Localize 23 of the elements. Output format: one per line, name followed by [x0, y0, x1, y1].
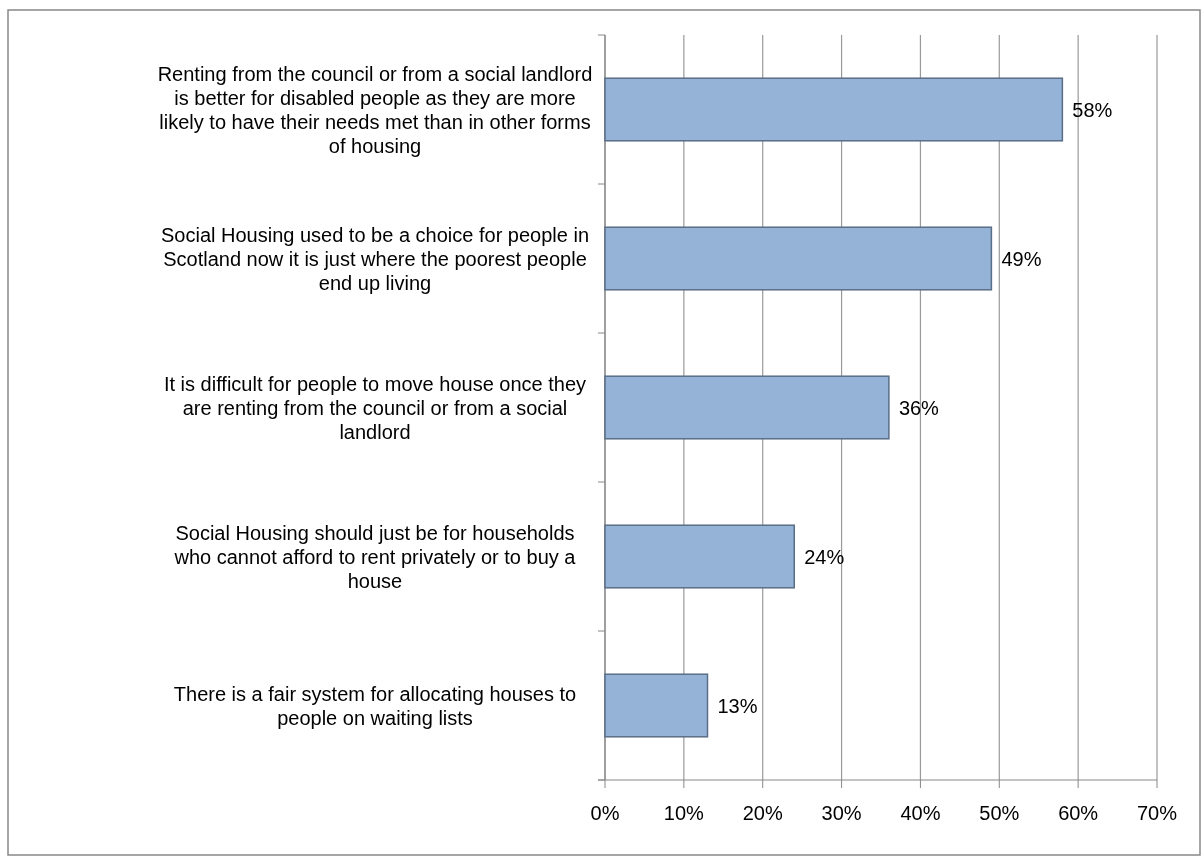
data-label: 24% — [804, 545, 845, 568]
bar — [604, 77, 1064, 142]
x-tick-label: 70% — [1136, 802, 1178, 824]
data-label: 58% — [1072, 98, 1113, 121]
x-tick-label: 60% — [1058, 802, 1099, 824]
bar — [604, 673, 709, 738]
x-tick-label: 10% — [663, 802, 705, 824]
y-tick-label: Social Housing used to be a choice for people in Scotland now it is just where the poorest people end up living — [160, 223, 590, 294]
y-tick-label: Social Housing should just be for households who cannot afford to rent privately or to buy a house — [173, 521, 577, 592]
x-tick-label: 40% — [900, 802, 941, 824]
bar — [604, 375, 890, 440]
y-tick-label: Renting from the council or from a social landlord is better for disabled people as they are more likely to have their needs met than in other forms of housing — [157, 62, 593, 157]
x-tick-label: 50% — [979, 802, 1020, 824]
x-tick-label: 20% — [742, 802, 783, 824]
x-tick-label: 0% — [590, 802, 620, 824]
data-label: 36% — [898, 396, 940, 419]
bar — [604, 226, 993, 291]
data-label: 13% — [717, 694, 758, 717]
y-tick-label: There is a fair system for allocating houses to people on waiting lists — [173, 682, 577, 729]
y-tick-label: It is difficult for people to move house once they are renting from the council or from a social landlord — [163, 372, 587, 443]
bar — [604, 524, 796, 589]
x-tick-label: 30% — [821, 802, 862, 824]
data-label: 49% — [1001, 247, 1042, 270]
